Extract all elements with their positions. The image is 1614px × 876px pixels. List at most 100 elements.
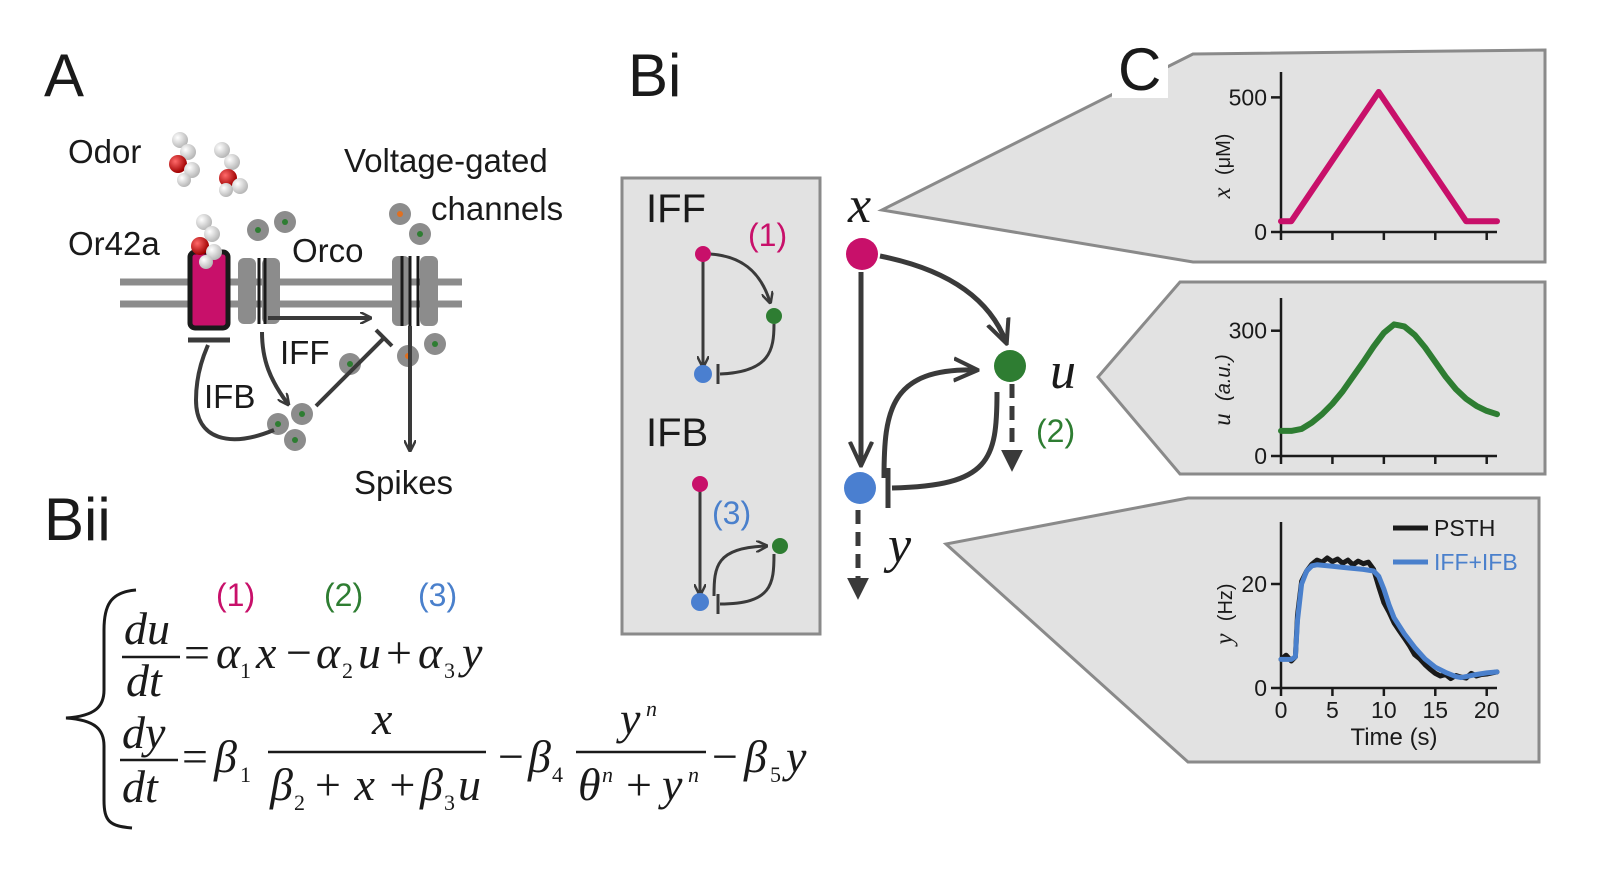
motif-box xyxy=(620,176,822,636)
chart-y-xlabel: Time (s) xyxy=(1350,724,1437,751)
chart-x-ytick-label: 500 xyxy=(1229,84,1267,110)
chart-y-series-iff-ifb xyxy=(1278,562,1500,681)
callout-y xyxy=(942,496,1541,764)
chart-u-ylabel: u (a.u.) xyxy=(1209,354,1236,425)
tag-3-bi: (3) xyxy=(712,495,751,531)
equation-du-dt: du dt = α 1 x − α 2 u + α 3 y xyxy=(122,603,483,706)
eq1-x: x xyxy=(255,627,277,678)
main-network xyxy=(847,253,1023,600)
iff-motif-small xyxy=(694,246,782,384)
chart-y-ylabel-unit: (Hz) xyxy=(1215,583,1237,621)
legend-psth-label: PSTH xyxy=(1434,515,1495,541)
eq2-sub5: 5 xyxy=(770,762,781,787)
eq2-beta4: β xyxy=(527,731,551,782)
legend-model-label: IFF+IFB xyxy=(1434,549,1518,575)
eq1-lhs-den: dt xyxy=(126,655,163,706)
chart-u-ytick-label: 0 xyxy=(1254,443,1267,469)
chart-u-ytick-label: 300 xyxy=(1229,318,1267,344)
panel-label-c-front: C xyxy=(1118,36,1161,103)
eq2-sub1: 1 xyxy=(240,762,251,787)
eq2-equals: = xyxy=(182,731,208,782)
receptor-icon xyxy=(187,214,231,343)
node-x xyxy=(846,238,878,270)
voltage-gated-channel-icon xyxy=(392,256,438,326)
spikes-label: Spikes xyxy=(354,464,453,501)
panel-label-bii: Bii xyxy=(44,486,111,553)
eq1-alpha2: α xyxy=(316,627,341,678)
eq2-lhs-num: dy xyxy=(122,707,166,758)
coreceptor-label: Orco xyxy=(292,232,364,269)
eq1-plus: + xyxy=(386,627,412,678)
eq2-frac1-num: x xyxy=(371,693,393,744)
eq-tag-3: (3) xyxy=(418,577,457,613)
eq2-frac1-beta3: β xyxy=(419,759,443,810)
receptor-label: Or42a xyxy=(68,225,160,262)
tag-2-bi: (2) xyxy=(1036,413,1075,449)
chart-x-ylabel-unit: (μM) xyxy=(1213,134,1235,176)
node-u xyxy=(994,350,1026,382)
chart-y-xtick-label: 5 xyxy=(1326,697,1339,723)
panel-a-arrows xyxy=(193,318,410,450)
equation-dy-dt: dy dt = β 1 x β 2 + x + β 3 u − β 4 y n … xyxy=(120,693,807,815)
chart-x-ylabel-var: x xyxy=(1209,187,1236,199)
panel-c-callouts xyxy=(877,46,1547,764)
callout-u xyxy=(1096,280,1547,476)
chart-y-xtick-label: 10 xyxy=(1371,697,1397,723)
eq1-sub3: 3 xyxy=(444,658,455,683)
eq2-frac2-exp1: n xyxy=(602,762,613,787)
iff-motif-title: IFF xyxy=(646,187,706,231)
eq2-tail-y: y xyxy=(782,731,807,782)
ifb-label-a: IFB xyxy=(204,378,255,415)
eq-tag-1: (1) xyxy=(216,577,255,613)
eq2-minus1: − xyxy=(498,731,524,782)
eq2-beta5: β xyxy=(743,731,767,782)
eq2-frac1-beta2: β xyxy=(269,759,293,810)
eq2-lhs-den: dt xyxy=(122,761,159,812)
chart-x-timecourse: 0 500 x (μM) xyxy=(1209,72,1500,245)
chart-y-timecourse: 0 20 0 5 10 15 20 y (Hz) Time (s) PSTH IFF+IF… xyxy=(1211,515,1518,751)
eq2-frac2-y: y xyxy=(658,759,683,810)
ifb-motif-small xyxy=(691,476,788,614)
chart-u-timecourse: 0 300 u (a.u.) xyxy=(1209,298,1500,469)
chart-y-ytick-label: 0 xyxy=(1254,675,1267,701)
equation-brace xyxy=(65,588,137,830)
eq1-minus: − xyxy=(286,627,312,678)
iff-label-a: IFF xyxy=(280,334,329,371)
panel-bii-equations: (1) (2) (3) du dt = α 1 x − α 2 u + α 3 … xyxy=(65,577,807,830)
eq2-frac1-sub3: 3 xyxy=(444,790,455,815)
eq1-alpha1: α xyxy=(216,627,241,678)
eq1-u: u xyxy=(358,627,381,678)
eq2-frac1-u: u xyxy=(458,759,481,810)
tag-1-bi: (1) xyxy=(748,217,787,253)
chart-u-series-line xyxy=(1278,321,1500,434)
chart-u-ylabel-var: u xyxy=(1209,413,1236,426)
panel-label-bi: Bi xyxy=(628,42,681,109)
panel-bi-diagram: IFF IFB (1) (3) (2) x u y xyxy=(620,176,1076,636)
orco-channel-icon xyxy=(238,258,280,324)
node-u-label: u xyxy=(1050,343,1076,400)
channels-label-line1: Voltage-gated xyxy=(344,142,548,179)
eq2-frac2-num: y xyxy=(616,693,641,744)
chart-x-series-line xyxy=(1278,89,1500,225)
odor-molecule-icon xyxy=(169,132,248,197)
panel-label-a: A xyxy=(44,42,84,109)
chart-u-ylabel-unit: (a.u.) xyxy=(1213,354,1235,401)
eq-tag-2: (2) xyxy=(324,577,363,613)
eq2-frac1-sub2: 2 xyxy=(294,790,305,815)
eq2-sub4: 4 xyxy=(552,762,563,787)
node-x-label: x xyxy=(847,177,871,234)
eq2-minus2: − xyxy=(712,731,738,782)
eq1-lhs-num: du xyxy=(124,603,170,654)
ifb-motif-title: IFB xyxy=(646,411,708,455)
node-y xyxy=(844,472,876,504)
eq2-frac2-plus: + xyxy=(626,759,652,810)
callout-x xyxy=(877,48,1547,264)
eq1-alpha3: α xyxy=(418,627,443,678)
ion-particles xyxy=(247,203,446,451)
chart-x-ytick-label: 0 xyxy=(1254,219,1267,245)
eq1-sub2: 2 xyxy=(342,658,353,683)
channels-label-line2: channels xyxy=(431,190,563,227)
eq1-equals: = xyxy=(184,627,210,678)
chart-y-xtick-label: 20 xyxy=(1474,697,1500,723)
eq2-frac1-mid: + x + xyxy=(312,759,418,810)
